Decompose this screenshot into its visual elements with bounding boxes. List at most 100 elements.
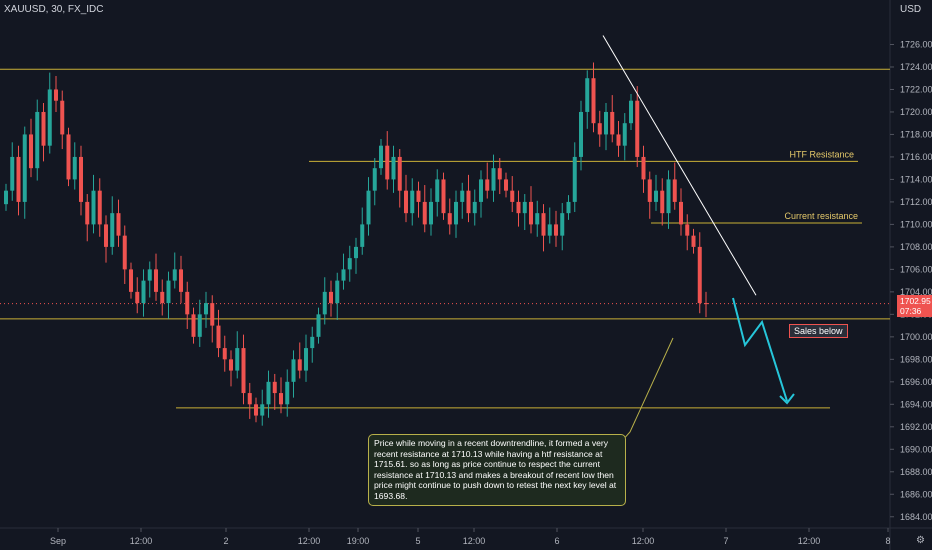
candle-body: [535, 213, 540, 225]
x-tick-label: 12:00: [798, 536, 821, 546]
horizontal-levels: HTF Resistance Current resistance: [0, 68, 890, 409]
candle-body: [397, 156, 402, 191]
candle-body: [29, 134, 33, 169]
candle-body: [366, 190, 371, 225]
candle-body: [479, 179, 483, 202]
candle-body: [79, 156, 83, 202]
candle-body: [172, 269, 177, 281]
candle-body: [216, 325, 221, 349]
candle-body: [285, 381, 290, 405]
candle-body: [485, 179, 490, 191]
level-label: HTF Resistance: [789, 149, 854, 159]
candle-body: [260, 404, 265, 416]
candle-body: [310, 336, 315, 349]
candle-body: [347, 258, 352, 270]
y-tick-label: 1710.00: [900, 219, 932, 229]
candle-body: [679, 201, 683, 225]
y-tick-label: 1716.00: [900, 152, 932, 162]
analysis-note[interactable]: Price while moving in a recent downtrend…: [368, 434, 626, 506]
candle-body: [4, 190, 8, 205]
candle-body: [385, 145, 390, 180]
price-axis[interactable]: 1684.00 1686.00 1688.00 1690.00 1692.00 1694.…: [890, 39, 932, 522]
candle-body: [391, 156, 396, 180]
candle-body: [529, 201, 533, 225]
candle-body: [697, 246, 702, 304]
candle-body: [666, 179, 671, 214]
candle-body: [110, 213, 115, 247]
candle-body: [379, 145, 383, 169]
x-tick-label: 6: [554, 536, 559, 546]
candle-body: [47, 89, 52, 146]
candle-body: [210, 303, 215, 326]
candle-body: [372, 168, 377, 191]
y-tick-label: 1696.00: [900, 377, 932, 387]
last-price-tag: 1702.95 07:36: [897, 295, 932, 317]
candle-body: [322, 291, 327, 315]
y-tick-label: 1704.00: [900, 287, 932, 297]
candle-body: [447, 213, 452, 225]
x-tick-label: Sep: [50, 536, 66, 546]
candle-body: [35, 111, 40, 169]
y-tick-label: 1714.00: [900, 174, 932, 184]
y-tick-label: 1690.00: [900, 444, 932, 454]
candle-body: [10, 156, 15, 191]
candle-body: [316, 314, 321, 337]
y-tick-label: 1694.00: [900, 399, 932, 409]
candle-body: [179, 269, 183, 292]
candle-body: [579, 111, 583, 157]
candle-body: [691, 235, 696, 247]
x-tick-label: 7: [723, 536, 728, 546]
candle-body: [229, 359, 233, 371]
candle-body: [279, 393, 283, 405]
candle-body: [341, 269, 346, 281]
candle-body: [460, 190, 465, 202]
candle-body: [116, 213, 121, 236]
y-tick-label: 1700.00: [900, 332, 932, 342]
overlays: [602, 35, 795, 453]
candle-body: [272, 381, 277, 394]
candle-body: [166, 280, 171, 304]
y-tick-label: 1706.00: [900, 264, 932, 274]
candle-body: [141, 280, 146, 304]
y-tick-label: 1698.00: [900, 354, 932, 364]
sales-below-label[interactable]: Sales below: [789, 324, 848, 338]
candle-body: [685, 224, 690, 236]
candle-body: [522, 201, 527, 214]
x-tick-label: 19:00: [347, 536, 370, 546]
candle-body: [660, 190, 665, 214]
candle-body: [404, 190, 408, 214]
candles: [4, 62, 708, 426]
y-tick-label: 1724.00: [900, 62, 932, 72]
candle-body: [641, 156, 646, 180]
candle-body: [491, 168, 496, 191]
candle-body: [241, 348, 246, 394]
candle-body: [41, 111, 46, 146]
y-tick-label: 1708.00: [900, 242, 932, 252]
y-tick-label: 1720.00: [900, 107, 932, 117]
candle-body: [672, 179, 677, 202]
candle-body: [66, 134, 71, 180]
y-tick-label: 1686.00: [900, 489, 932, 499]
candle-body: [597, 123, 602, 135]
candle-body: [610, 111, 615, 135]
candle-body: [516, 201, 521, 214]
gear-icon[interactable]: ⚙: [916, 535, 925, 546]
candle-body: [704, 303, 708, 305]
candle-body: [616, 134, 621, 146]
y-tick-label: 1692.00: [900, 422, 932, 432]
x-tick-label: 12:00: [632, 536, 655, 546]
candle-body: [122, 235, 127, 270]
x-tick-label: 12:00: [298, 536, 321, 546]
y-tick-label: 1712.00: [900, 197, 932, 207]
candle-body: [647, 179, 652, 202]
candle-body: [254, 404, 258, 416]
bar-countdown: 07:36: [900, 306, 922, 316]
candle-body: [304, 348, 308, 371]
candle-body: [147, 269, 152, 281]
candle-body: [60, 100, 65, 135]
time-axis[interactable]: Sep 12:00 2 12:00 19:00 5 12:00 6 12:00 7 12:00 8: [50, 528, 891, 546]
candle-body: [510, 190, 515, 202]
candle-body: [572, 156, 577, 202]
